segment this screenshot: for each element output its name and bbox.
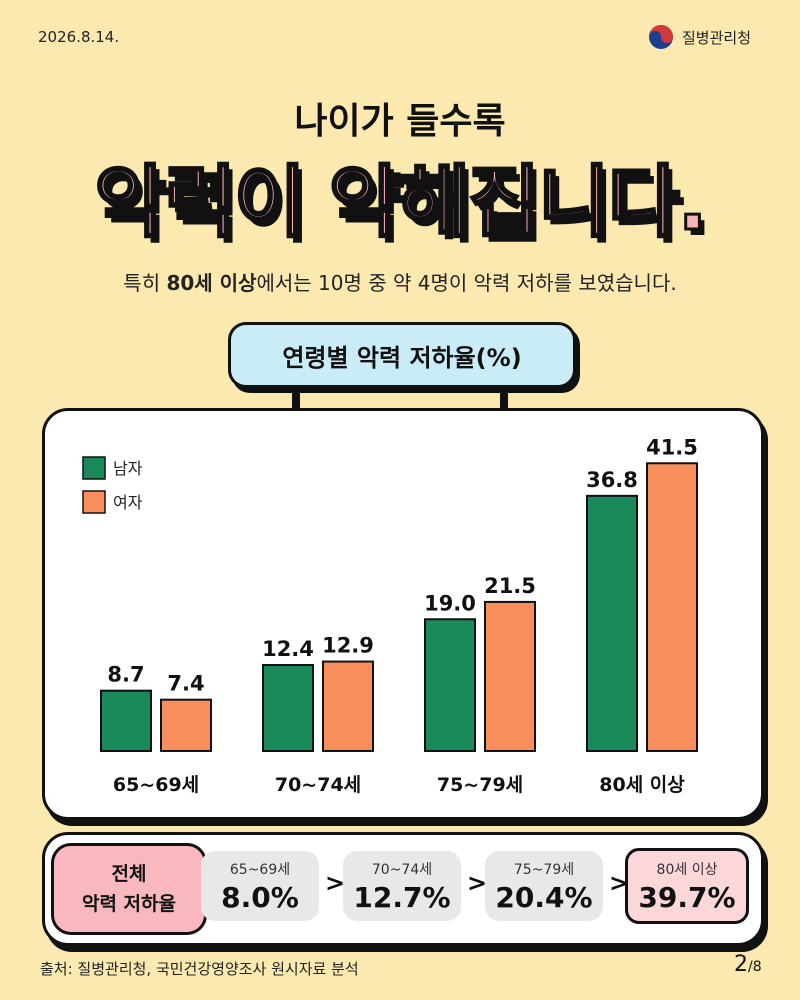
- data-label: 19.0: [424, 591, 476, 615]
- chevron-right-icon: >: [467, 869, 488, 897]
- title-post-left: [292, 387, 300, 409]
- date-label: 2026.8.14.: [38, 28, 120, 46]
- bar: [424, 618, 476, 752]
- title-post-right: [500, 387, 508, 409]
- category-label: 80세 이상: [599, 774, 685, 796]
- source-note: 출처: 질병관리청, 국민건강영양조사 원시자료 분석: [40, 960, 359, 978]
- page-current: 2: [734, 952, 748, 977]
- page-total: /8: [748, 959, 762, 975]
- agency-name: 질병관리청: [682, 28, 752, 47]
- summary-item-label: 75~79세: [513, 862, 575, 878]
- data-label: 21.5: [484, 574, 536, 598]
- legend-label: 남자: [113, 459, 143, 478]
- data-label: 41.5: [646, 435, 698, 459]
- subtitle: 나이가 들수록: [294, 101, 506, 142]
- summary-item-65-69: 65~69세 8.0%: [201, 851, 319, 921]
- summary-item-label: 65~69세: [229, 862, 291, 878]
- legend-swatch: [82, 490, 106, 514]
- summary-label-line1: 전체: [111, 863, 147, 885]
- data-label: 8.7: [107, 663, 144, 687]
- summary-label-line2: 악력 저하율: [81, 893, 176, 915]
- bar: [646, 462, 698, 753]
- headline: 악력이 약해집니다.: [93, 157, 709, 250]
- chevron-right-icon: >: [325, 869, 346, 897]
- taegeuk-icon: [649, 25, 673, 49]
- data-label: 36.8: [586, 468, 638, 492]
- legend-label: 여자: [113, 493, 143, 512]
- lead-text: 특히 80세 이상에서는 10명 중 약 4명이 악력 저하를 보였습니다.: [0, 267, 800, 296]
- lead-post: 에서는 10명 중 약 4명이 악력 저하를 보였습니다.: [256, 271, 677, 295]
- summary-item-value: 20.4%: [495, 881, 593, 914]
- chevron-right-icon: >: [609, 869, 630, 897]
- bar: [322, 660, 374, 752]
- bar: [160, 698, 212, 752]
- summary-item-label: 80세 이상: [656, 862, 718, 878]
- legend-swatch: [82, 456, 106, 480]
- summary-item-value: 39.7%: [638, 881, 736, 914]
- data-label: 12.9: [322, 634, 374, 658]
- data-label: 7.4: [167, 672, 204, 696]
- agency-logo: 질병관리청: [648, 24, 751, 50]
- summary-item-value: 8.0%: [221, 881, 299, 914]
- bar: [586, 494, 638, 752]
- summary-item-75-79: 75~79세 20.4%: [485, 851, 603, 921]
- summary-label: 전체 악력 저하율: [51, 843, 207, 935]
- page-indicator: 2/8: [734, 952, 762, 977]
- lead-pre: 특히: [123, 271, 167, 295]
- category-label: 70~74세: [275, 774, 361, 796]
- summary-panel: 전체 악력 저하율 65~69세 8.0% > 70~74세 12.7% > 7…: [42, 832, 764, 946]
- bar: [262, 664, 314, 753]
- bar: [100, 689, 152, 752]
- data-label: 12.4: [262, 637, 314, 661]
- category-label: 65~69세: [113, 774, 199, 796]
- summary-item-label: 70~74세: [371, 862, 433, 878]
- summary-item-value: 12.7%: [353, 881, 451, 914]
- lead-bold: 80세 이상: [166, 271, 257, 295]
- summary-item-80-plus: 80세 이상 39.7%: [625, 848, 749, 924]
- bar: [484, 600, 536, 752]
- category-label: 75~79세: [437, 774, 523, 796]
- summary-item-70-74: 70~74세 12.7%: [343, 851, 461, 921]
- chart-title: 연령별 악력 저하율(%): [228, 322, 576, 388]
